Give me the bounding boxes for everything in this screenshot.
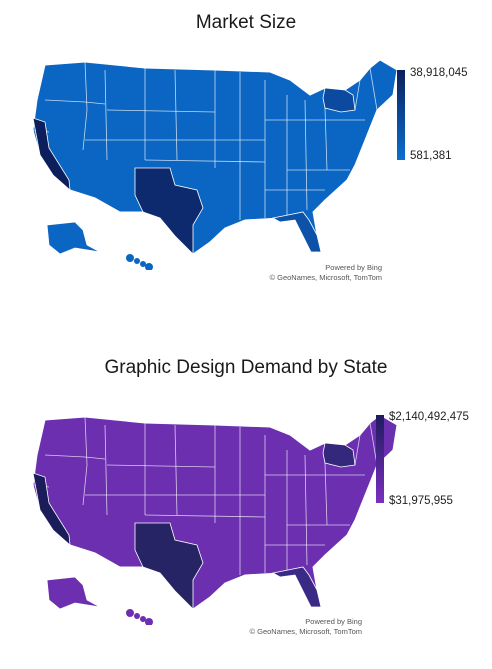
attribution-copyright: © GeoNames, Microsoft, TomTom [249, 627, 363, 636]
attribution-powered: Powered by Bing [325, 263, 382, 272]
state-texas[interactable] [134, 167, 204, 255]
state-hawaii-island[interactable] [126, 609, 134, 617]
state-border [354, 434, 361, 466]
state-border [104, 69, 108, 161]
graphic-design-demand-panel: Graphic Design Demand by State $2,140,49… [0, 340, 492, 660]
map-attribution: Powered by Bing © GeoNames, Microsoft, T… [262, 263, 383, 283]
state-border [44, 99, 106, 105]
legend-gradient-bar [376, 415, 384, 503]
map-attribution: Powered by Bing © GeoNames, Microsoft, T… [242, 617, 363, 637]
legend-min-label: 581,381 [410, 150, 452, 162]
state-california[interactable] [32, 117, 71, 191]
state-hawaii-island[interactable] [134, 613, 140, 619]
state-border [44, 454, 106, 460]
state-border [174, 69, 178, 161]
state-hawaii-island[interactable] [126, 254, 134, 262]
state-border [304, 99, 308, 211]
state-border [304, 454, 308, 566]
state-border [104, 424, 108, 516]
state-border [174, 424, 178, 516]
map-title: Market Size [195, 12, 297, 33]
state-alaska[interactable] [46, 221, 101, 255]
state-border [354, 79, 361, 111]
legend-min-label: $31,975,955 [389, 495, 453, 507]
legend-gradient-bar [397, 70, 405, 160]
state-hawaii-island[interactable] [134, 258, 140, 264]
state-florida[interactable] [271, 211, 322, 253]
state-hawaii-island[interactable] [145, 263, 153, 270]
map-title: Graphic Design Demand by State [104, 357, 388, 378]
attribution-powered: Powered by Bing [305, 617, 362, 626]
state-new-york[interactable] [322, 87, 356, 113]
state-hawaii-island[interactable] [145, 618, 153, 625]
state-border [82, 61, 88, 151]
state-border [324, 462, 328, 526]
state-hawaii-island[interactable] [140, 261, 146, 267]
state-alaska[interactable] [46, 576, 101, 610]
state-texas[interactable] [134, 522, 204, 610]
us-choropleth-map[interactable] [25, 40, 425, 270]
state-border [144, 159, 266, 163]
legend-max-label: 38,918,045 [410, 67, 468, 79]
state-border [106, 109, 216, 113]
state-hawaii-island[interactable] [140, 616, 146, 622]
state-border [369, 422, 378, 466]
state-new-york[interactable] [322, 442, 356, 468]
state-florida[interactable] [271, 566, 322, 608]
state-california[interactable] [32, 472, 71, 546]
state-border [324, 107, 328, 171]
attribution-copyright: © GeoNames, Microsoft, TomTom [269, 273, 383, 282]
legend-max-label: $2,140,492,475 [389, 411, 469, 423]
state-border [106, 464, 216, 468]
state-border [82, 416, 88, 506]
state-border [369, 67, 378, 111]
state-border [144, 514, 266, 518]
us-choropleth-map[interactable] [25, 395, 425, 625]
market-size-panel: Market Size 38,918,045 581,381 Powered b… [0, 0, 492, 300]
